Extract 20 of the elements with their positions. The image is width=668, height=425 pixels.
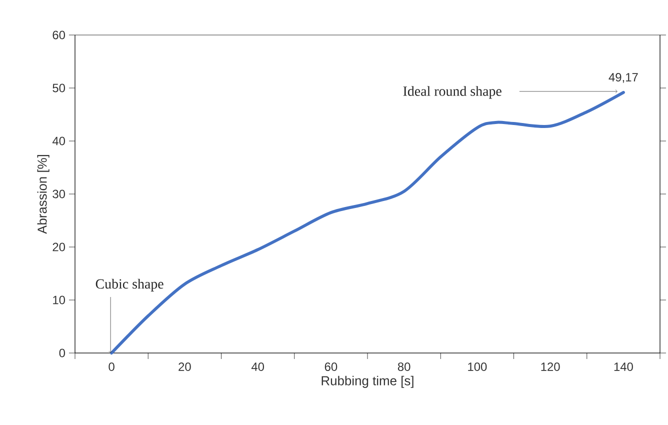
y-tick-label: 30 [52,190,66,198]
y-tick-label: 10 [53,296,66,304]
x-tick-label: 40 [251,362,264,371]
y-tick-label: 0 [59,348,66,358]
x-tick-label: 60 [324,362,338,371]
x-tick-label: 100 [468,362,487,371]
y-tick-label: 50 [52,84,66,92]
x-tick-label: 80 [398,362,410,371]
annotation: Ideal round shape [403,86,502,99]
annotation: Cubic shape [96,278,164,292]
y-axis-title: Abrassion [%] [37,154,50,234]
x-tick-label: 140 [614,362,633,371]
x-axis-title: Rubbing time [s] [322,376,414,388]
x-tick-label: 120 [541,362,560,371]
x-tick-label: 0 [108,362,114,371]
x-tick-label: 20 [178,362,191,371]
data-label: 49,17 [608,73,638,83]
y-tick-label: 40 [52,136,66,146]
y-tick-label: 20 [52,242,66,252]
y-tick-label: 60 [52,30,66,40]
